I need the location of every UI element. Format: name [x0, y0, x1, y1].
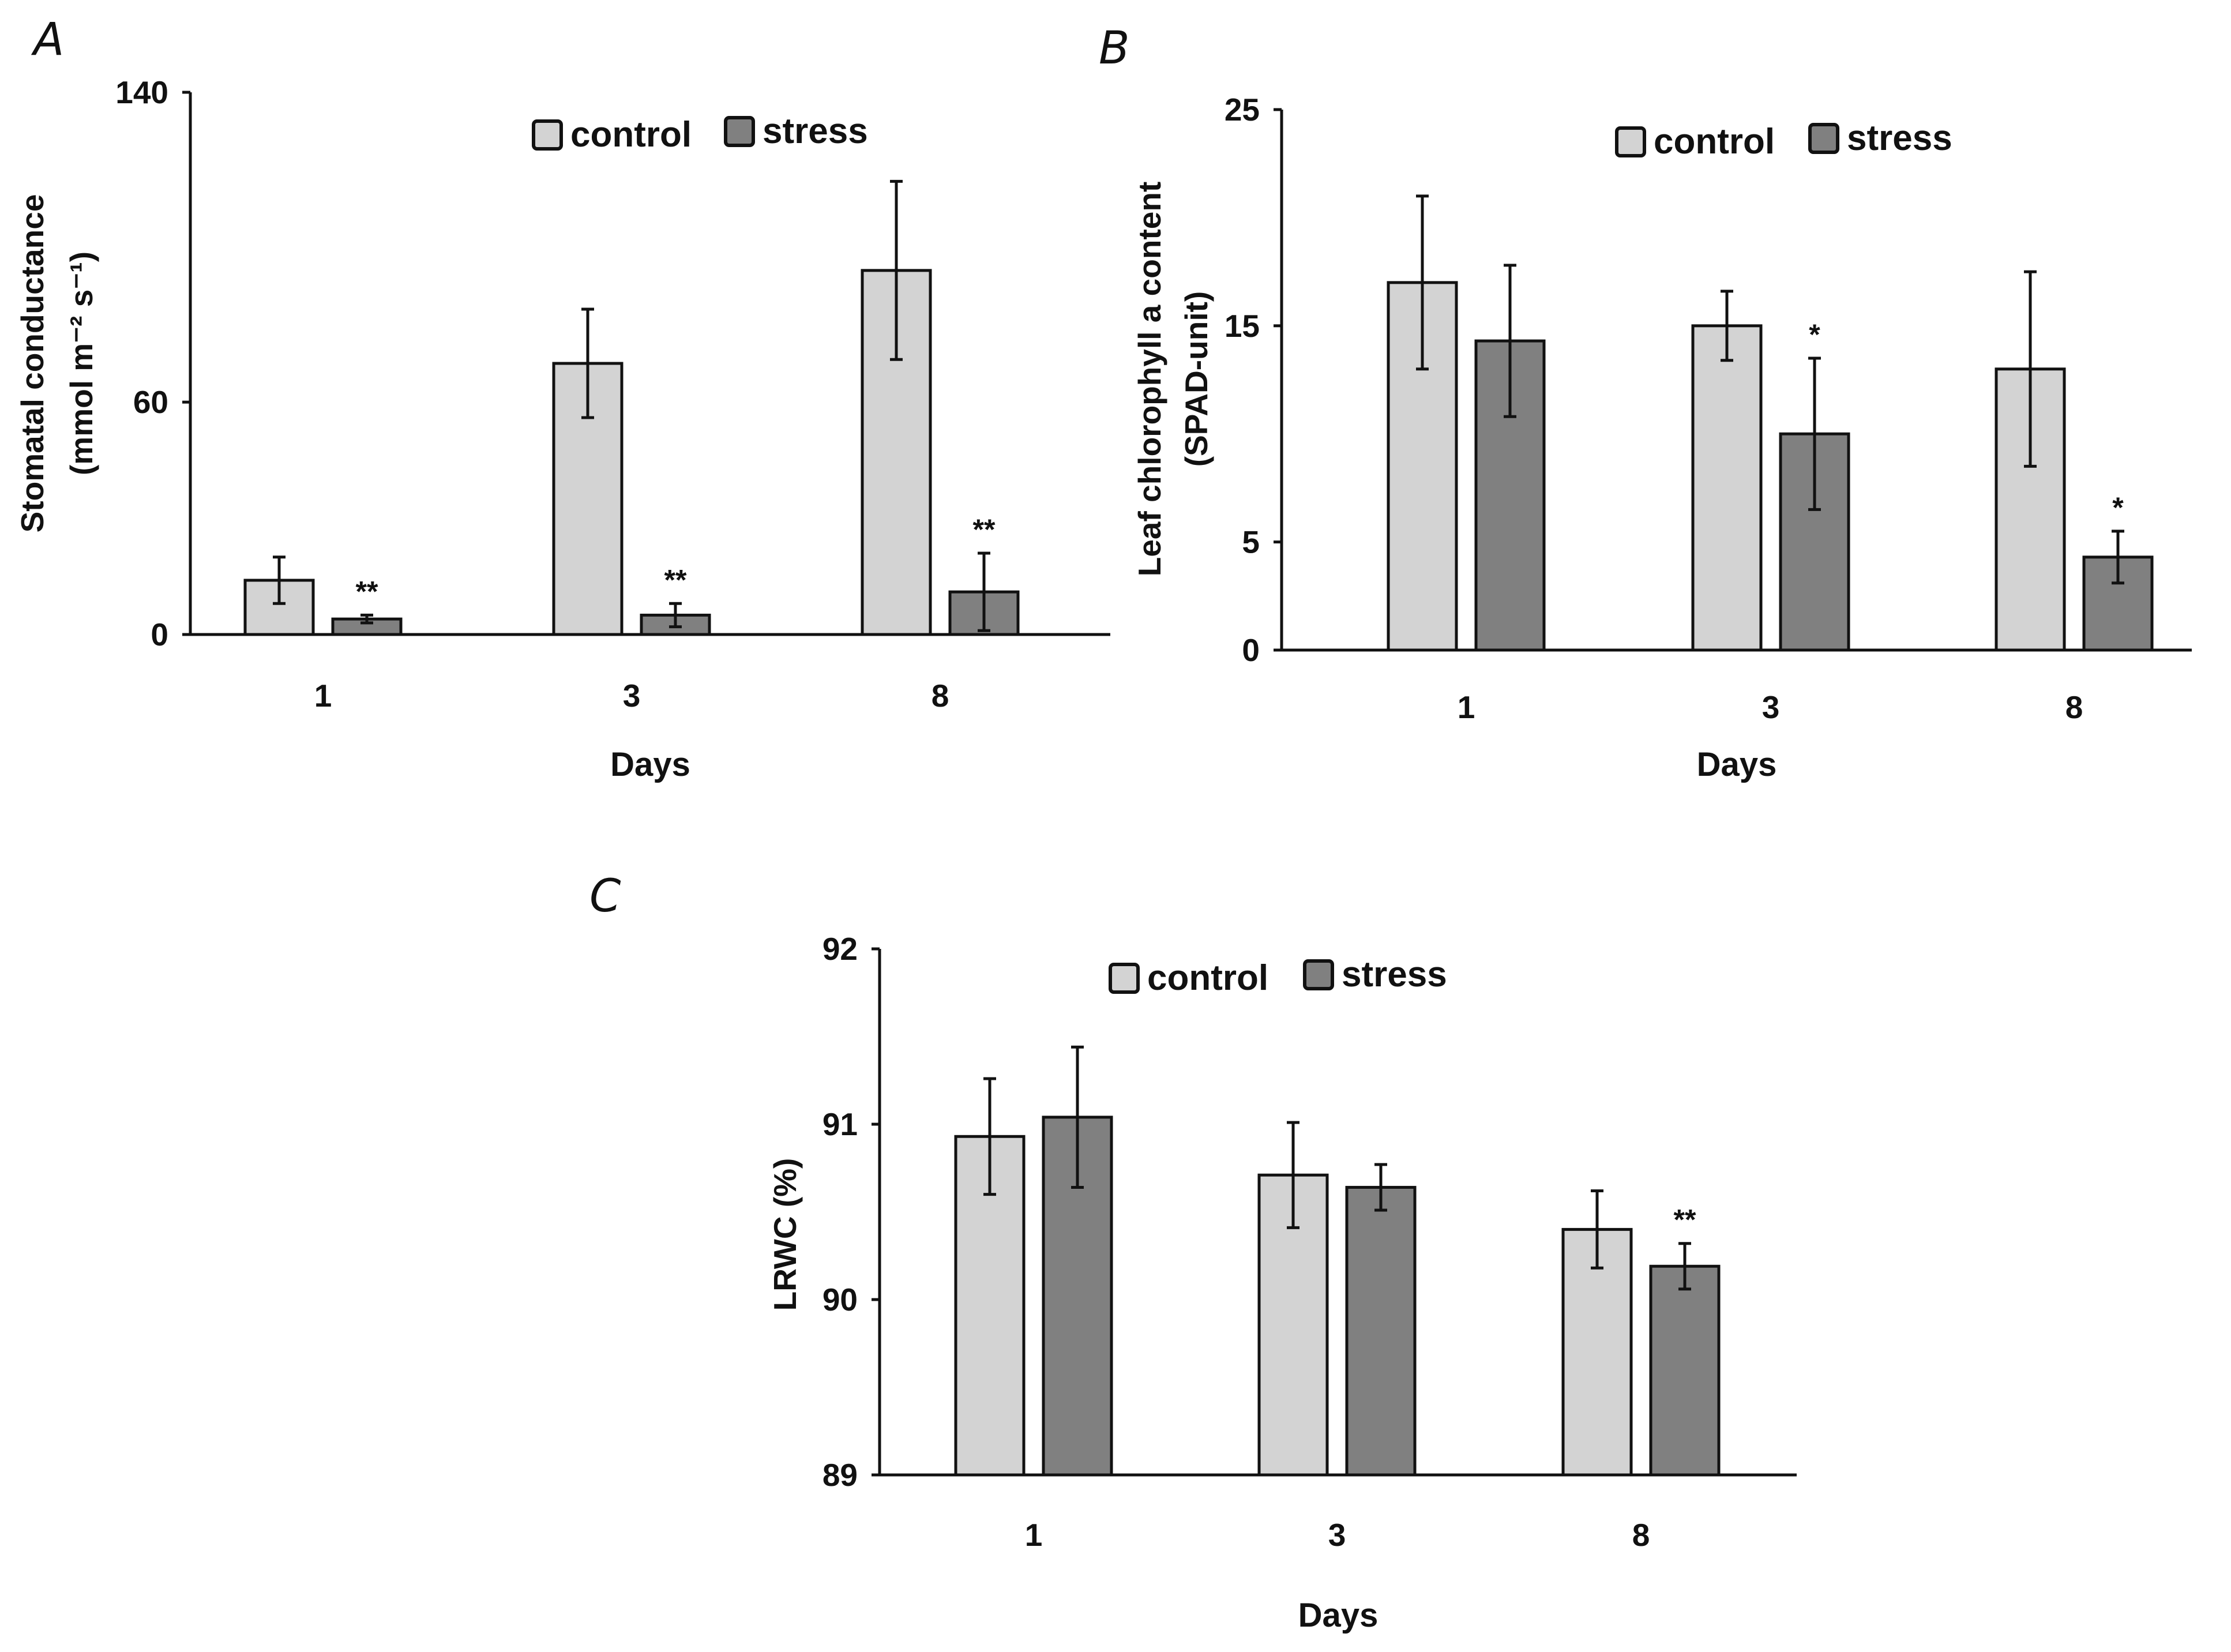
y-axis-title-units: (mmol m⁻² s⁻¹)	[63, 251, 99, 475]
error-bar-control-day-1	[983, 1077, 996, 1196]
legend-swatch-control	[532, 119, 563, 151]
bar-control-day-8	[1561, 1227, 1633, 1477]
x-axis-title: Days	[1697, 746, 1777, 783]
legend-swatch-control	[1109, 963, 1140, 994]
significance-marker: **	[1674, 1204, 1696, 1236]
y-tick-label: 25	[1225, 92, 1260, 127]
significance-marker: *	[2112, 491, 2124, 524]
error-bar-control-day-8	[2024, 270, 2037, 468]
legend-label-control: control	[1654, 122, 1775, 162]
bar-stress-day-3	[1345, 1185, 1417, 1477]
legend-swatch-stress	[724, 116, 755, 147]
error-bar-stress-day-3	[1808, 356, 1821, 511]
legend: control stress	[1109, 955, 1447, 998]
error-bar-control-day-3	[581, 307, 594, 419]
x-tick-label: 8	[2065, 689, 2083, 725]
y-tick-label: 0	[1242, 632, 1260, 668]
error-bar-stress-day-8	[2112, 530, 2124, 585]
y-tick-label: 5	[1242, 524, 1260, 560]
legend-label-control: control	[1147, 958, 1268, 998]
x-tick-label: 3	[1328, 1517, 1346, 1553]
significance-marker: **	[356, 575, 378, 607]
legend-label-control: control	[570, 115, 692, 155]
x-tick-label: 1	[314, 678, 332, 714]
y-tick-label: 15	[1225, 308, 1260, 344]
y-axis-title-units: (SPAD-unit)	[1178, 291, 1214, 467]
x-tick-label: 1	[1025, 1517, 1043, 1553]
y-tick-label: 89	[822, 1457, 858, 1493]
panel-letter: A	[31, 14, 64, 66]
legend-swatch-control	[1615, 126, 1646, 157]
significance-marker: **	[973, 513, 996, 546]
error-bar-control-day-8	[890, 179, 903, 361]
error-bar-stress-day-8	[1678, 1242, 1691, 1291]
error-bar-control-day-3	[1287, 1121, 1299, 1229]
significance-marker: **	[664, 564, 687, 596]
significance-marker: *	[1809, 318, 1820, 351]
panel-letter: B	[1099, 22, 1130, 74]
error-bar-stress-day-3	[1374, 1163, 1387, 1212]
y-tick-label: 90	[822, 1282, 858, 1317]
legend-swatch-stress	[1303, 959, 1334, 990]
bar-stress-day-8	[1649, 1264, 1721, 1477]
x-axis-title: Days	[1298, 1597, 1379, 1634]
x-tick-label: 3	[623, 678, 641, 714]
error-bar-stress-day-3	[669, 602, 682, 629]
error-bar-stress-day-1	[360, 613, 373, 625]
legend: control stress	[1615, 118, 1952, 162]
bar-stress-day-8	[2082, 555, 2154, 652]
error-bar-stress-day-1	[1504, 264, 1516, 418]
x-tick-label: 1	[1458, 689, 1475, 725]
y-axis-title: Leaf chlorophyll a content	[1132, 182, 1167, 577]
x-tick-label: 8	[1632, 1517, 1650, 1553]
error-bar-stress-day-1	[1071, 1045, 1084, 1189]
y-tick-label: 140	[115, 74, 168, 110]
y-tick-label: 0	[151, 617, 168, 652]
error-bar-control-day-1	[273, 555, 286, 605]
bar-control-day-3	[1691, 324, 1763, 652]
chart-panel-c: C 89 90 91 92 1 3 ** 8 Days LRWC (%) control stress	[589, 870, 1797, 1634]
error-bar-control-day-1	[1416, 194, 1429, 371]
y-tick-label: 60	[133, 384, 168, 420]
y-tick-label: 92	[822, 931, 858, 967]
y-axis-title: LRWC (%)	[767, 1158, 803, 1311]
x-axis-title: Days	[610, 746, 690, 783]
legend-swatch-stress	[1808, 123, 1839, 154]
chart-panel-a: A 0 60 140 ** 1 ** 3 ** 8 Days Stomatal conductance…	[14, 14, 1110, 783]
legend-label-stress: stress	[1847, 118, 1952, 158]
panel-letter: C	[589, 870, 621, 922]
error-bar-control-day-8	[1591, 1189, 1603, 1270]
y-tick-label: 91	[822, 1106, 858, 1142]
legend-label-stress: stress	[1342, 955, 1447, 994]
legend-label-stress: stress	[763, 111, 868, 151]
error-bar-control-day-3	[1721, 290, 1733, 362]
x-tick-label: 8	[932, 678, 949, 714]
legend: control stress	[532, 111, 868, 155]
error-bar-stress-day-8	[978, 551, 990, 632]
x-tick-label: 3	[1762, 689, 1780, 725]
y-axis-title: Stomatal conductance	[14, 194, 50, 533]
chart-panel-b: B 0 5 15 25 1 * 3 * 8 Days Leaf chlorophyll a conte…	[1099, 22, 2192, 783]
